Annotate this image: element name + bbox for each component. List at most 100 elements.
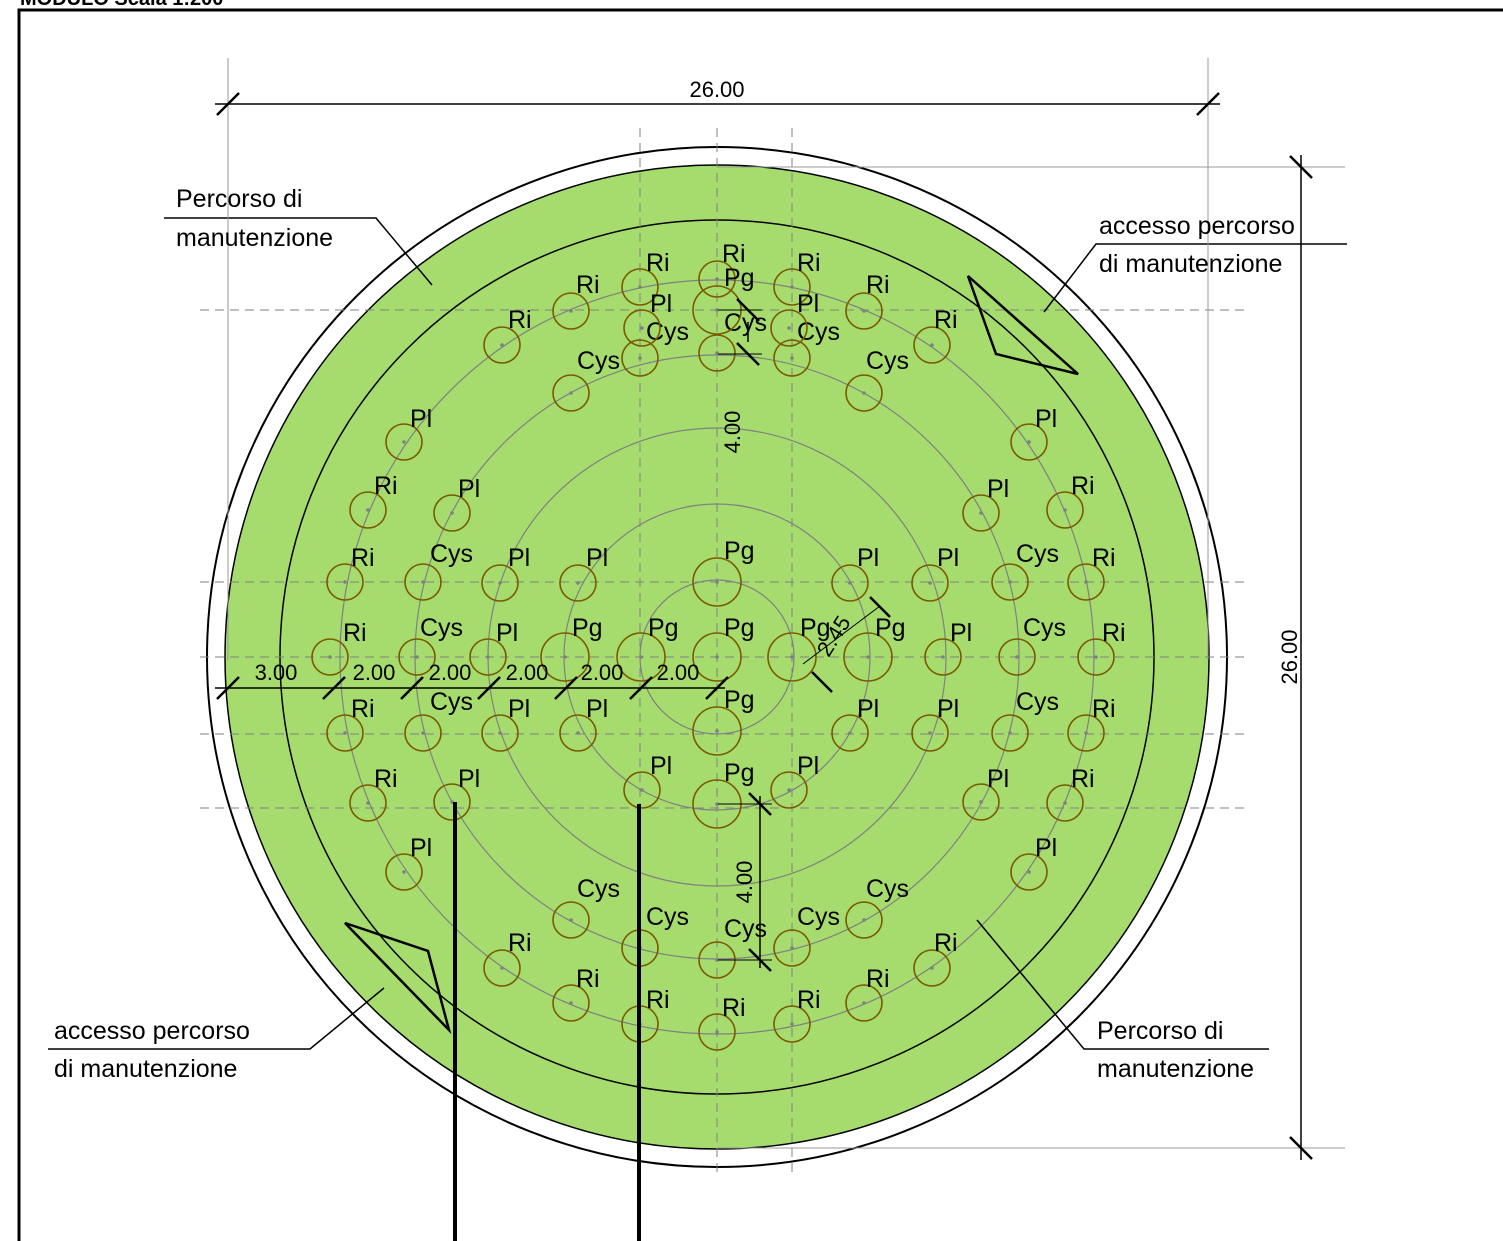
plant-marker bbox=[773, 339, 811, 377]
plant-center-dot bbox=[500, 343, 504, 347]
plant-center-dot bbox=[343, 580, 347, 584]
plant-marker bbox=[616, 632, 666, 682]
plant-label: Cys bbox=[797, 318, 840, 346]
plant-marker bbox=[349, 784, 387, 822]
plant-label: Pg bbox=[724, 264, 755, 292]
plant-marker bbox=[913, 326, 951, 364]
plant-marker bbox=[692, 706, 742, 756]
plant-center-dot bbox=[715, 1030, 719, 1034]
plant-marker bbox=[481, 714, 519, 752]
plant-pl: Pl bbox=[385, 834, 432, 891]
plant-ri: Ri bbox=[1046, 472, 1095, 529]
plant-label: Pl bbox=[496, 619, 518, 647]
plant-marker bbox=[911, 564, 949, 602]
plant-cys: Cys bbox=[773, 318, 840, 377]
plant-marker bbox=[845, 374, 883, 412]
plant-marker bbox=[991, 714, 1029, 752]
leader-access-top-right bbox=[1043, 243, 1347, 313]
plant-ri: Ri bbox=[326, 695, 375, 752]
plant-label: Pl bbox=[508, 695, 530, 723]
plant-center-dot bbox=[366, 508, 370, 512]
dimension-lines bbox=[215, 58, 1345, 1160]
plant-marker bbox=[913, 949, 951, 987]
plant-marker bbox=[692, 557, 742, 607]
plant-label: Cys bbox=[1016, 540, 1059, 568]
plant-label: Ri bbox=[374, 472, 398, 500]
plant-marker bbox=[1010, 853, 1048, 891]
plant-center-dot bbox=[421, 580, 425, 584]
plant-label: Pg bbox=[724, 537, 755, 565]
plant-center-dot bbox=[1027, 440, 1031, 444]
plant-label: Cys bbox=[1023, 614, 1066, 642]
plant-marker bbox=[1077, 638, 1115, 676]
plant-marker bbox=[559, 714, 597, 752]
callout-maint-top-left-2: manutenzione bbox=[176, 224, 333, 252]
plant-label: Ri bbox=[1092, 544, 1116, 572]
plant-center-dot bbox=[787, 326, 791, 330]
plant-center-dot bbox=[862, 309, 866, 313]
dim-spacing-1: 2.00 bbox=[353, 660, 396, 685]
plant-marker bbox=[773, 268, 811, 306]
plant-center-dot bbox=[498, 581, 502, 585]
plant-marker bbox=[773, 1005, 811, 1043]
plant-marker bbox=[404, 563, 442, 601]
plant-ri: Ri bbox=[913, 306, 958, 364]
plant-label: Pl bbox=[650, 290, 672, 318]
dim-overall-height: 26.00 bbox=[1277, 629, 1302, 684]
plant-center-dot bbox=[328, 655, 332, 659]
plant-label: Ri bbox=[374, 765, 398, 793]
plant-center-dot bbox=[402, 440, 406, 444]
plant-pg: Pg bbox=[843, 614, 906, 682]
plant-marker bbox=[559, 564, 597, 602]
plant-marker bbox=[1067, 714, 1105, 752]
plant-label: Pl bbox=[458, 475, 480, 503]
dim-spacing-3: 2.00 bbox=[506, 660, 549, 685]
plant-label: Cys bbox=[1016, 688, 1059, 716]
plant-label: Ri bbox=[646, 249, 670, 277]
plant-label: Ri bbox=[722, 994, 746, 1022]
plant-center-dot bbox=[498, 731, 502, 735]
plant-marker bbox=[326, 714, 364, 752]
plant-center-dot bbox=[930, 966, 934, 970]
plant-marker bbox=[845, 984, 883, 1022]
plant-center-dot bbox=[979, 800, 983, 804]
plant-center-dot bbox=[576, 731, 580, 735]
plant-center-dot bbox=[1008, 731, 1012, 735]
plant-pg: Pg bbox=[692, 686, 755, 756]
plant-marker bbox=[770, 771, 808, 809]
plant-marker bbox=[326, 563, 364, 601]
plant-center-dot bbox=[715, 729, 719, 733]
plant-marker bbox=[1046, 491, 1084, 529]
plant-label: Ri bbox=[343, 619, 367, 647]
dim-spacing-5: 2.00 bbox=[657, 660, 700, 685]
plant-marker bbox=[698, 334, 736, 372]
plant-center-dot bbox=[1063, 508, 1067, 512]
plant-marker bbox=[623, 771, 661, 809]
plant-marker bbox=[469, 638, 507, 676]
plant-marker bbox=[433, 494, 471, 532]
plant-center-dot bbox=[941, 655, 945, 659]
plant-center-dot bbox=[1063, 801, 1067, 805]
plant-center-dot bbox=[450, 511, 454, 515]
plant-marker bbox=[831, 714, 869, 752]
plant-label: Ri bbox=[722, 240, 746, 268]
plant-label: Cys bbox=[420, 614, 463, 642]
plant-center-dot bbox=[1084, 731, 1088, 735]
plant-center-dot bbox=[790, 356, 794, 360]
plant-marker bbox=[845, 901, 883, 939]
plant-label: Ri bbox=[1071, 765, 1095, 793]
plant-label: Ri bbox=[866, 965, 890, 993]
plant-center-dot bbox=[569, 391, 573, 395]
plant-label: Ri bbox=[646, 986, 670, 1014]
plant-pg: Pg bbox=[767, 614, 831, 682]
plant-pl: Pl bbox=[623, 290, 672, 347]
plant-center-dot bbox=[638, 285, 642, 289]
plant-pg: Pg bbox=[616, 614, 679, 682]
plant-center-dot bbox=[1084, 580, 1088, 584]
dim-left-margin: 3.00 bbox=[255, 660, 298, 685]
plant-ri: Ri bbox=[311, 619, 367, 676]
plant-center-dot bbox=[848, 731, 852, 735]
plant-ri: Ri bbox=[326, 544, 375, 601]
plant-marker bbox=[385, 423, 423, 461]
plant-marker bbox=[621, 268, 659, 306]
